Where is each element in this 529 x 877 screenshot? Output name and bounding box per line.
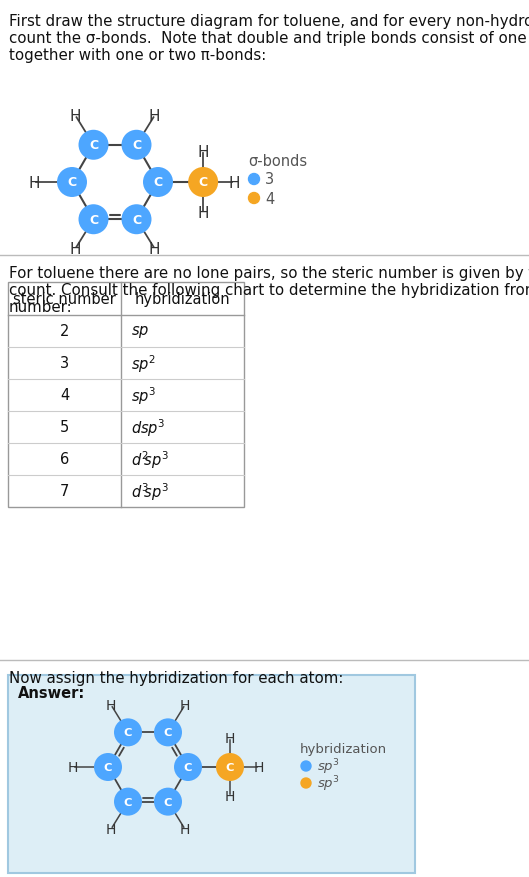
Circle shape (154, 788, 182, 816)
Text: C: C (132, 139, 141, 152)
Circle shape (249, 193, 260, 204)
Text: Now assign the hybridization for each atom:: Now assign the hybridization for each at… (9, 670, 343, 685)
Text: H: H (229, 175, 240, 190)
Circle shape (78, 205, 108, 235)
Text: C: C (198, 176, 208, 189)
Text: H: H (106, 822, 116, 836)
Text: H: H (149, 109, 160, 124)
Circle shape (94, 753, 122, 781)
Text: C: C (67, 176, 77, 189)
Text: C: C (164, 796, 172, 807)
Text: $sp^2$: $sp^2$ (131, 353, 156, 374)
Text: H: H (197, 145, 209, 160)
Circle shape (174, 753, 202, 781)
Circle shape (143, 168, 173, 198)
Text: $sp^3$: $sp^3$ (317, 756, 340, 776)
Text: $d^3\!\!sp^3$: $d^3\!\!sp^3$ (131, 481, 169, 503)
Text: $dsp^3$: $dsp^3$ (131, 417, 166, 438)
Text: steric number: steric number (13, 292, 116, 307)
Circle shape (301, 761, 311, 771)
Circle shape (78, 131, 108, 160)
Text: count the σ-bonds.  Note that double and triple bonds consist of one σ-bond: count the σ-bonds. Note that double and … (9, 31, 529, 46)
Text: C: C (226, 762, 234, 772)
Text: number:: number: (9, 300, 72, 315)
Text: $sp$: $sp$ (131, 324, 149, 339)
Text: C: C (124, 796, 132, 807)
Text: H: H (180, 822, 190, 836)
Text: 7: 7 (60, 484, 69, 499)
Text: together with one or two π-bonds:: together with one or two π-bonds: (9, 48, 266, 63)
Text: For toluene there are no lone pairs, so the steric number is given by the σ–bond: For toluene there are no lone pairs, so … (9, 266, 529, 281)
Text: C: C (89, 213, 98, 226)
Text: C: C (132, 213, 141, 226)
Text: H: H (29, 175, 40, 190)
Text: 4: 4 (60, 388, 69, 403)
Text: C: C (164, 728, 172, 738)
Text: H: H (149, 242, 160, 257)
Circle shape (114, 788, 142, 816)
Circle shape (301, 778, 311, 788)
Text: H: H (68, 760, 78, 774)
Circle shape (216, 753, 244, 781)
Text: 3: 3 (60, 356, 69, 371)
Circle shape (122, 205, 151, 235)
Text: σ-bonds: σ-bonds (248, 153, 307, 168)
Text: First draw the structure diagram for toluene, and for every non-hydrogen atom,: First draw the structure diagram for tol… (9, 14, 529, 29)
Circle shape (154, 718, 182, 746)
Text: H: H (70, 242, 81, 257)
Circle shape (114, 718, 142, 746)
Text: H: H (225, 731, 235, 745)
Text: Answer:: Answer: (18, 685, 85, 700)
Text: H: H (180, 698, 190, 712)
Text: $sp^3$: $sp^3$ (131, 385, 156, 406)
FancyBboxPatch shape (8, 675, 415, 873)
Text: 4: 4 (265, 191, 274, 206)
Text: $sp^3$: $sp^3$ (317, 774, 340, 793)
Text: hybridization: hybridization (135, 292, 230, 307)
Circle shape (249, 175, 260, 185)
Text: H: H (70, 109, 81, 124)
Text: count. Consult the following chart to determine the hybridization from the steri: count. Consult the following chart to de… (9, 282, 529, 297)
Text: $d^2\!\!sp^3$: $d^2\!\!sp^3$ (131, 449, 169, 470)
Text: 5: 5 (60, 420, 69, 435)
Text: 3: 3 (265, 172, 274, 188)
Text: C: C (104, 762, 112, 772)
Text: C: C (153, 176, 162, 189)
Text: hybridization: hybridization (300, 743, 387, 756)
Text: 6: 6 (60, 452, 69, 467)
Text: 2: 2 (60, 324, 69, 339)
Text: H: H (197, 206, 209, 221)
Circle shape (122, 131, 151, 160)
Circle shape (57, 168, 87, 198)
Circle shape (188, 168, 218, 198)
Text: C: C (89, 139, 98, 152)
Text: H: H (106, 698, 116, 712)
Text: C: C (124, 728, 132, 738)
Text: C: C (184, 762, 192, 772)
FancyBboxPatch shape (8, 282, 244, 508)
Text: H: H (225, 789, 235, 802)
Text: H: H (253, 760, 264, 774)
